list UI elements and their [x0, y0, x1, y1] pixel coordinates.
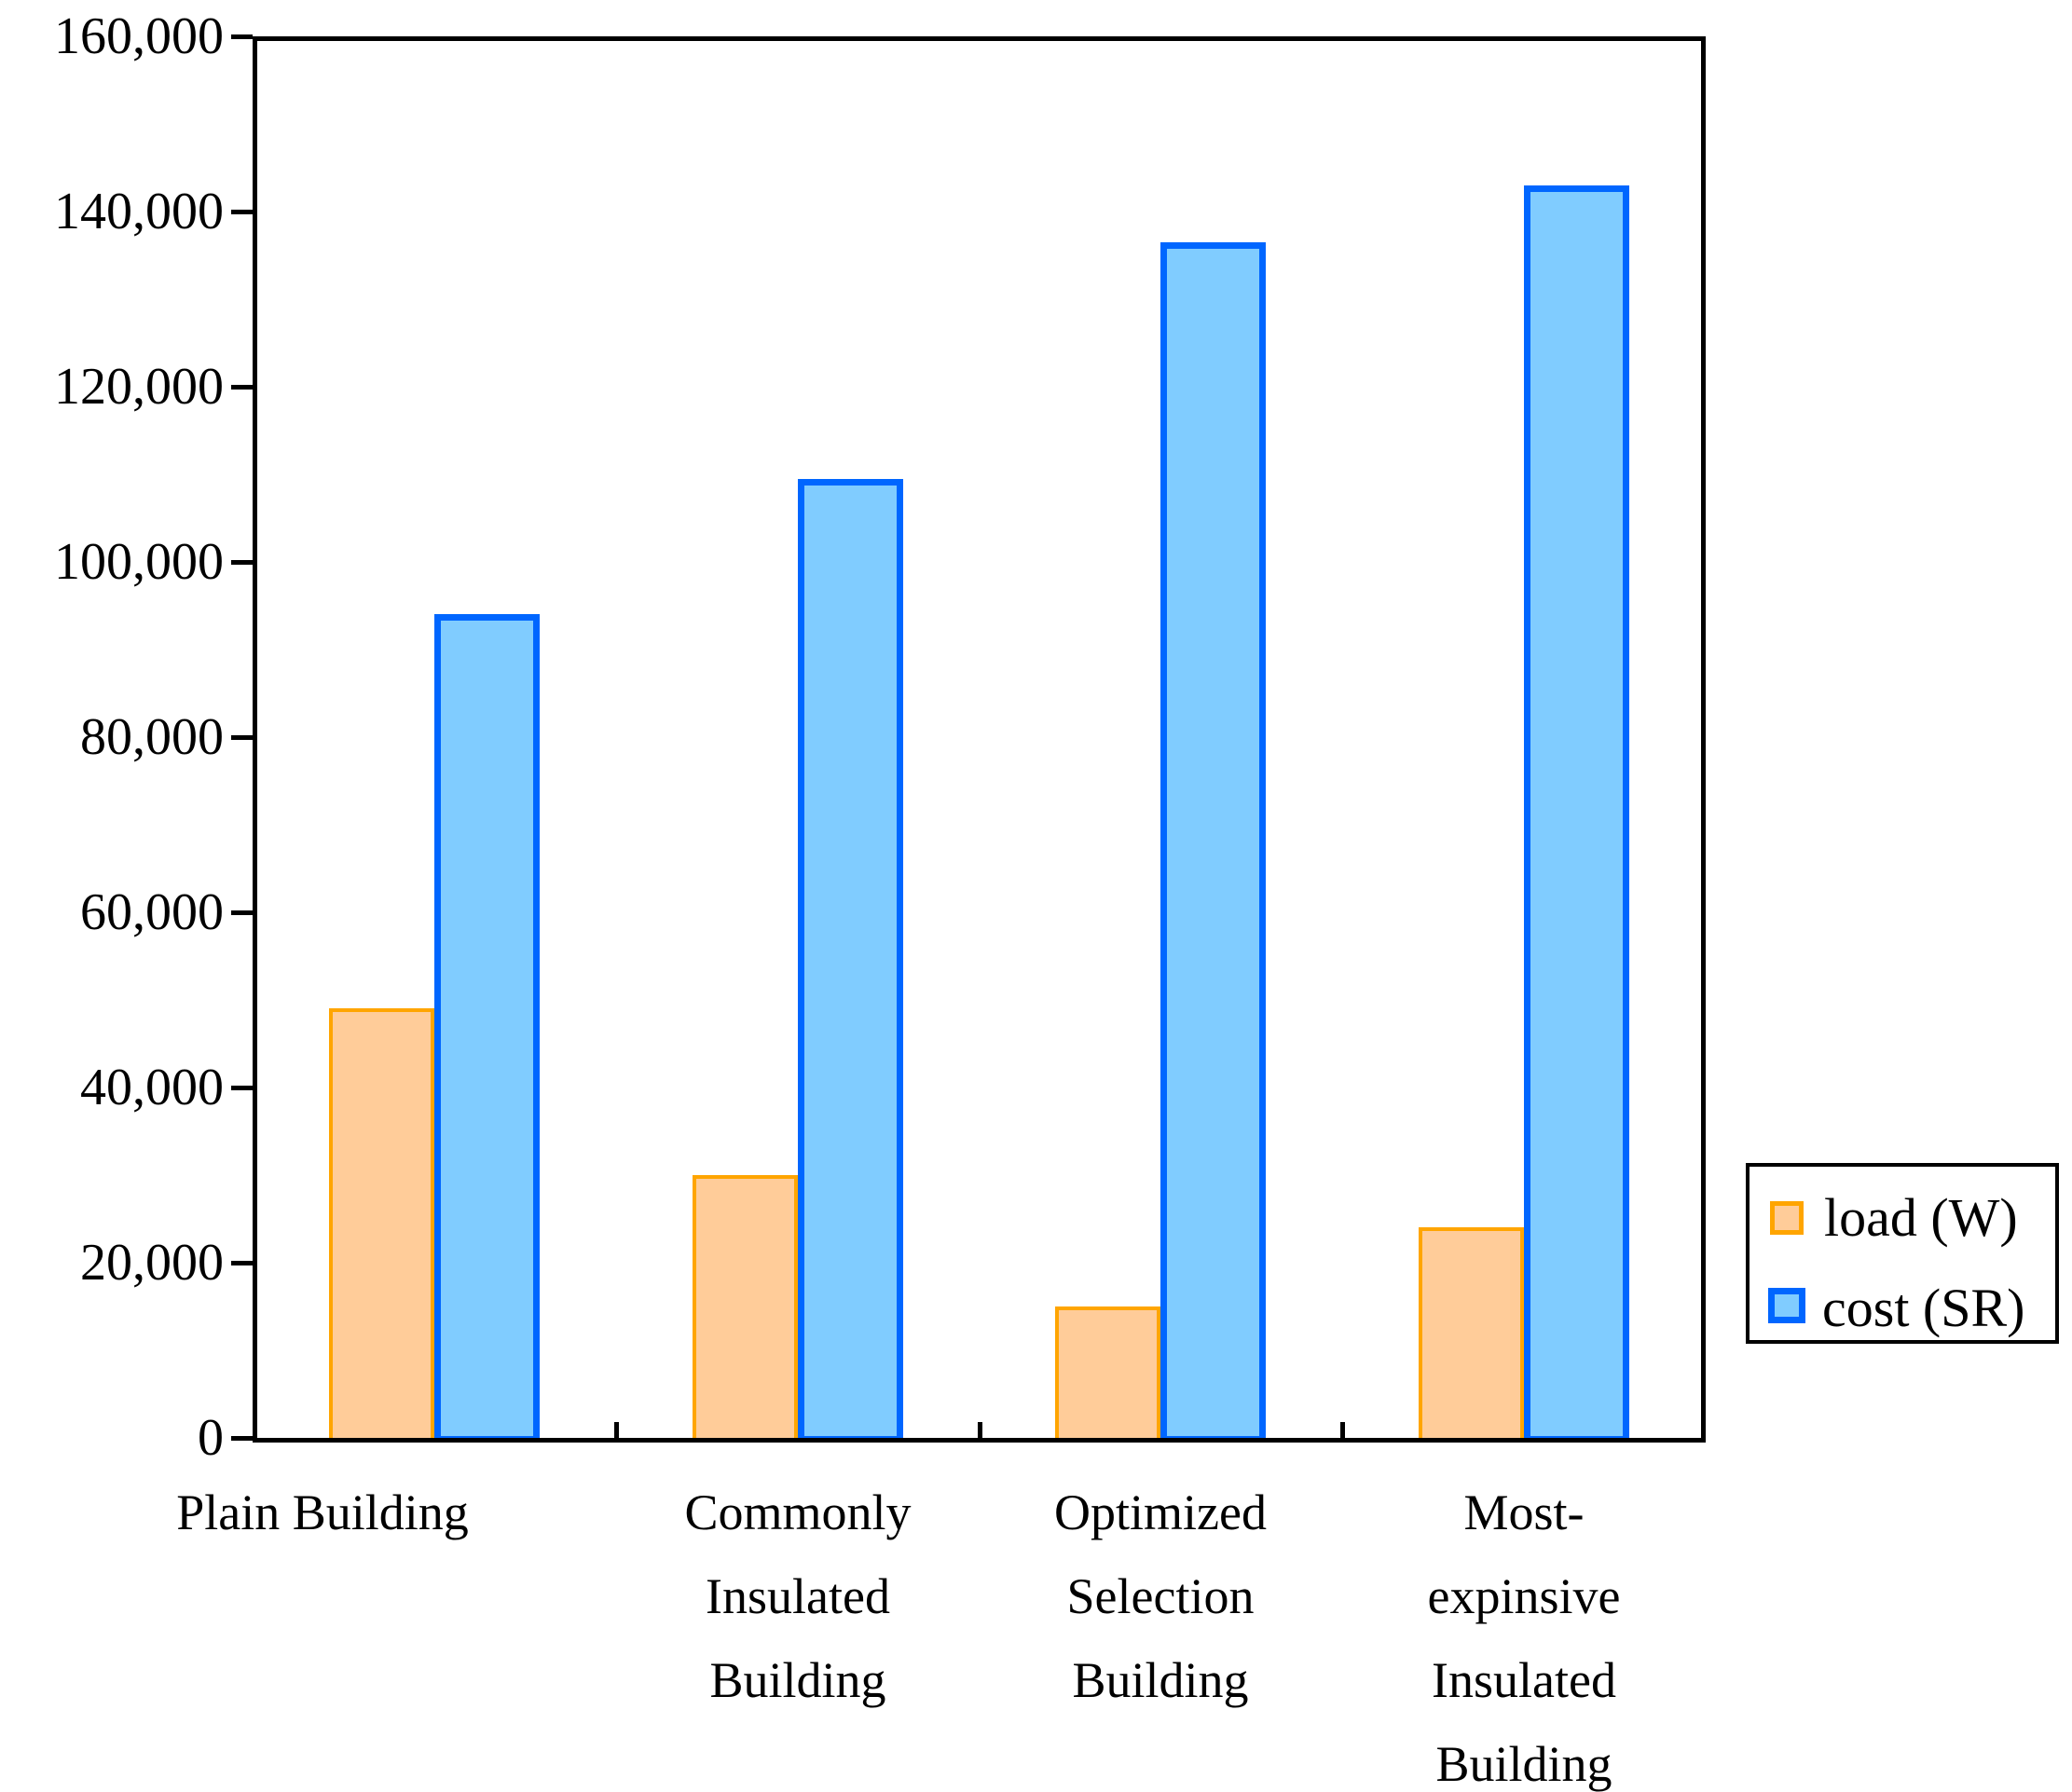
y-tick-mark	[231, 34, 253, 39]
y-tick-mark	[231, 910, 253, 915]
x-tick-mark	[1340, 1422, 1345, 1438]
bar-load	[1419, 1227, 1524, 1443]
y-tick-label: 140,000	[54, 183, 224, 240]
category-label: Optimized Selection Building	[1054, 1484, 1267, 1708]
legend: load (W) cost (SR)	[1746, 1163, 2059, 1344]
y-tick-mark	[231, 1086, 253, 1090]
x-tick-mark	[614, 1422, 619, 1438]
y-tick-mark	[231, 560, 253, 565]
y-tick-label: 120,000	[54, 358, 224, 416]
y-tick-label: 20,000	[80, 1234, 224, 1292]
y-tick-mark	[231, 1261, 253, 1265]
y-tick-label: 0	[198, 1409, 224, 1467]
legend-swatch-cost	[1768, 1288, 1805, 1323]
category-label: Commonly Insulated Building	[684, 1484, 912, 1708]
legend-label-load: load (W)	[1824, 1187, 2018, 1248]
y-tick-label: 40,000	[80, 1059, 224, 1116]
y-tick-label: 160,000	[54, 7, 224, 65]
category-label: Most- expinsive Insulated Building	[1427, 1484, 1621, 1792]
legend-swatch-load	[1770, 1201, 1804, 1235]
bar-cost	[1524, 185, 1629, 1443]
bar-cost	[434, 614, 540, 1443]
y-tick-label: 100,000	[54, 533, 224, 591]
y-tick-mark	[231, 1436, 253, 1441]
bar-cost	[1160, 242, 1266, 1443]
y-tick-label: 80,000	[80, 708, 224, 766]
legend-label-cost: cost (SR)	[1822, 1278, 2025, 1338]
y-tick-mark	[231, 210, 253, 214]
y-tick-mark	[231, 385, 253, 390]
bar-cost	[798, 479, 903, 1443]
y-tick-label: 60,000	[80, 883, 224, 941]
y-tick-mark	[231, 735, 253, 740]
x-tick-mark	[978, 1422, 982, 1438]
bar-load	[693, 1175, 798, 1443]
bar-load	[1055, 1306, 1160, 1443]
bar-load	[329, 1008, 434, 1443]
category-label: Plain Building	[176, 1484, 469, 1540]
